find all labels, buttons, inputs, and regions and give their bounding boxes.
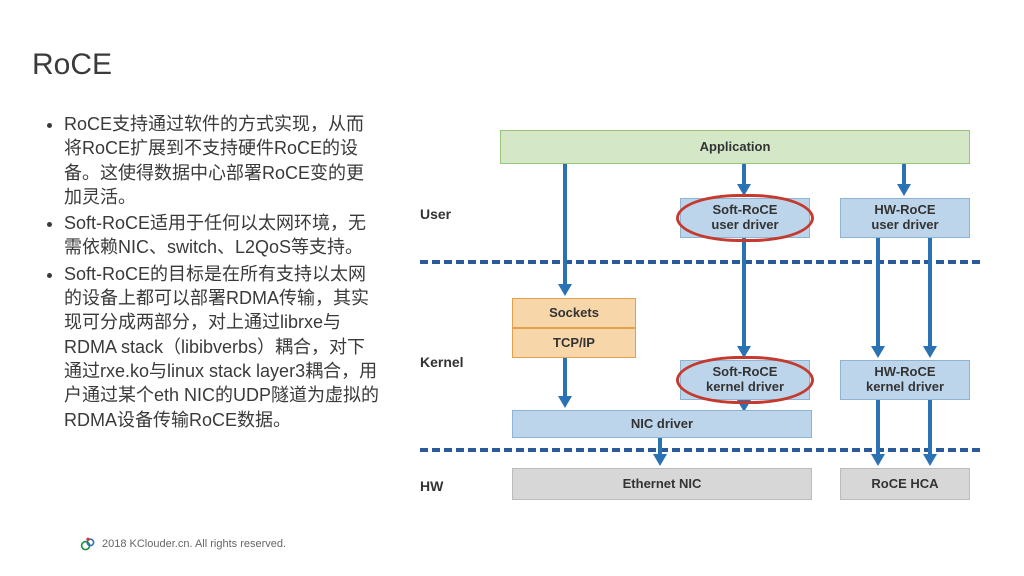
layer-label: User (420, 206, 451, 222)
diagram-box-sockets: Sockets (512, 298, 636, 328)
layer-separator (420, 448, 980, 452)
diagram-box-ethernet-nic: Ethernet NIC (512, 468, 812, 500)
layer-separator (420, 260, 980, 264)
logo-icon (80, 536, 96, 552)
footer: 2018 KClouder.cn. All rights reserved. (80, 536, 286, 552)
list-item: Soft-RoCE适用于任何以太网环境，无需依赖NIC、switch、L2QoS… (64, 211, 380, 260)
diagram-box-application: Application (500, 130, 970, 164)
layer-label: HW (420, 478, 443, 494)
footer-text: 2018 KClouder.cn. All rights reserved. (102, 538, 286, 550)
diagram-box-tcpip: TCP/IP (512, 328, 636, 358)
diagram-box-nic-driver: NIC driver (512, 410, 812, 438)
list-item: Soft-RoCE的目标是在所有支持以太网的设备上都可以部署RDMA传输，其实现… (64, 262, 380, 432)
diagram-box-hw-kernel-driver: HW-RoCE kernel driver (840, 360, 970, 400)
diagram-box-roce-hca: RoCE HCA (840, 468, 970, 500)
diagram-box-soft-kernel-driver: Soft-RoCE kernel driver (680, 360, 810, 400)
architecture-diagram: User Kernel HW Application Soft-RoCE user dr… (400, 120, 1000, 520)
diagram-box-hw-user-driver: HW-RoCE user driver (840, 198, 970, 238)
page-title: RoCE (32, 48, 112, 82)
bullet-list: RoCE支持通过软件的方式实现，从而将RoCE扩展到不支持硬件RoCE的设备。这… (40, 112, 380, 434)
layer-label: Kernel (420, 354, 464, 370)
list-item: RoCE支持通过软件的方式实现，从而将RoCE扩展到不支持硬件RoCE的设备。这… (64, 112, 380, 209)
diagram-box-soft-user-driver: Soft-RoCE user driver (680, 198, 810, 238)
